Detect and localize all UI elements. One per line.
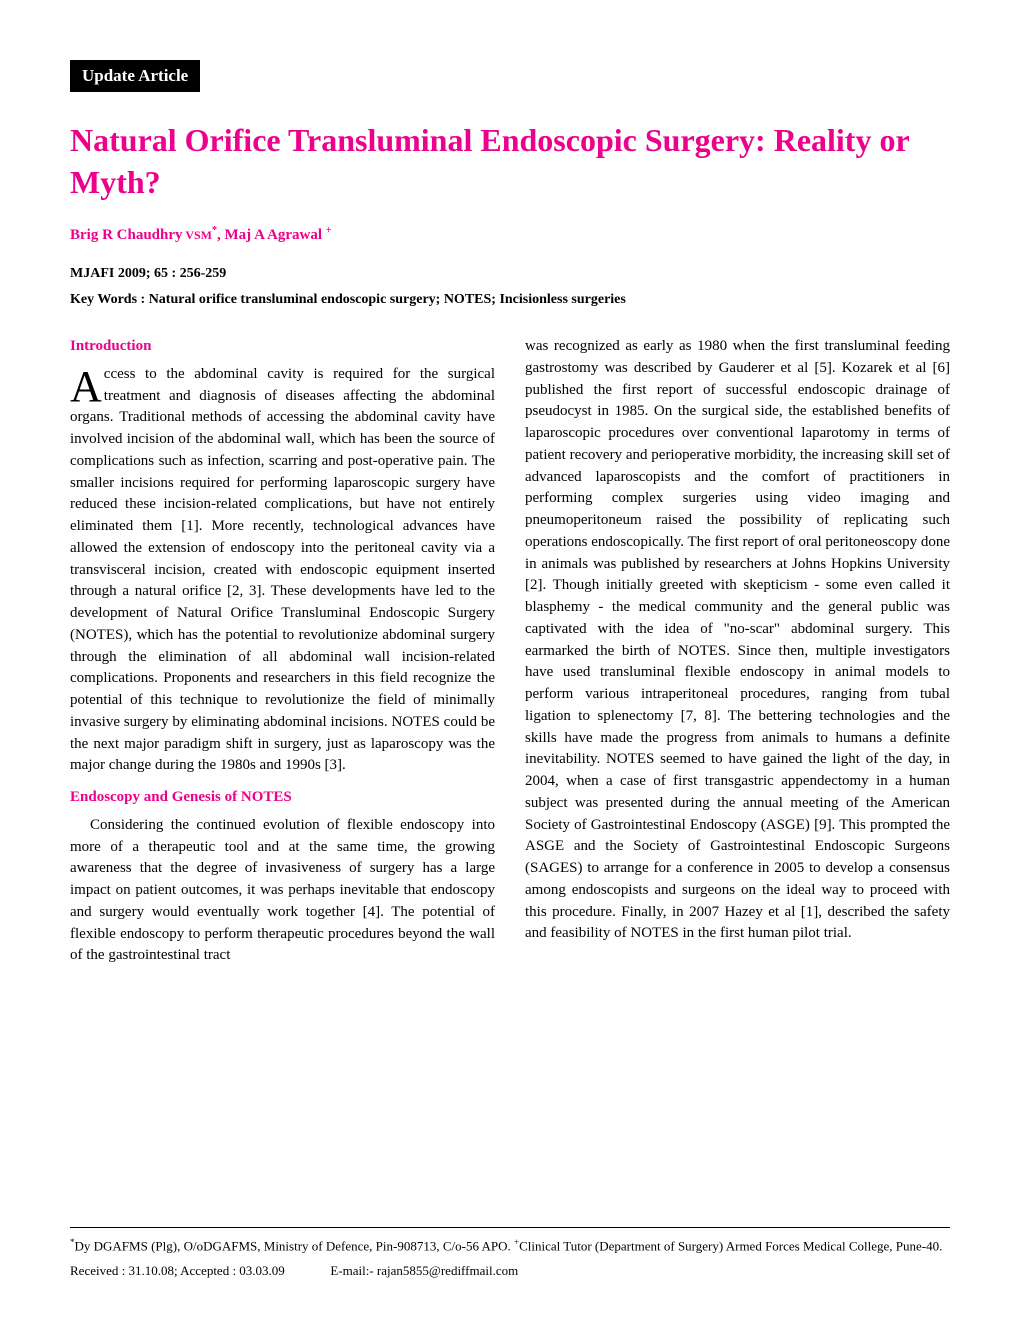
footer-block: *Dy DGAFMS (Plg), O/oDGAFMS, Ministry of… bbox=[70, 1227, 950, 1280]
intro-paragraph: Access to the abdominal cavity is requir… bbox=[70, 364, 495, 777]
left-column: Introduction Access to the abdominal cav… bbox=[70, 336, 495, 971]
received-line: Received : 31.10.08; Accepted : 03.03.09… bbox=[70, 1262, 950, 1280]
affil-text-2: Clinical Tutor (Department of Surgery) A… bbox=[519, 1239, 942, 1254]
keywords-line: Key Words : Natural orifice transluminal… bbox=[70, 292, 950, 308]
two-column-body: Introduction Access to the abdominal cav… bbox=[70, 336, 950, 971]
article-title: Natural Orifice Transluminal Endoscopic … bbox=[70, 120, 950, 203]
email-value: rajan5855@rediffmail.com bbox=[377, 1263, 518, 1278]
author-1-honorific: VSM bbox=[183, 228, 212, 242]
intro-text: ccess to the abdominal cavity is require… bbox=[70, 366, 495, 774]
right-column-text: was recognized as early as 1980 when the… bbox=[525, 336, 950, 945]
email-label: E-mail:- bbox=[330, 1263, 377, 1278]
right-column: was recognized as early as 1980 when the… bbox=[525, 336, 950, 971]
genesis-paragraph: Considering the continued evolution of f… bbox=[70, 815, 495, 967]
author-2-name: , Maj A Agrawal bbox=[217, 227, 326, 243]
authors-line: Brig R Chaudhry VSM*, Maj A Agrawal + bbox=[70, 225, 950, 244]
affil-text-1: Dy DGAFMS (Plg), O/oDGAFMS, Ministry of … bbox=[75, 1239, 515, 1254]
citation-line: MJAFI 2009; 65 : 256-259 bbox=[70, 266, 950, 282]
dropcap: A bbox=[70, 364, 104, 405]
article-type-badge: Update Article bbox=[70, 60, 200, 92]
affiliation-line: *Dy DGAFMS (Plg), O/oDGAFMS, Ministry of… bbox=[70, 1236, 950, 1256]
dates-text: Received : 31.10.08; Accepted : 03.03.09 bbox=[70, 1263, 285, 1278]
author-2-affil-marker: + bbox=[326, 225, 332, 236]
genesis-heading: Endoscopy and Genesis of NOTES bbox=[70, 787, 495, 809]
author-1-name: Brig R Chaudhry bbox=[70, 227, 183, 243]
intro-heading: Introduction bbox=[70, 336, 495, 358]
